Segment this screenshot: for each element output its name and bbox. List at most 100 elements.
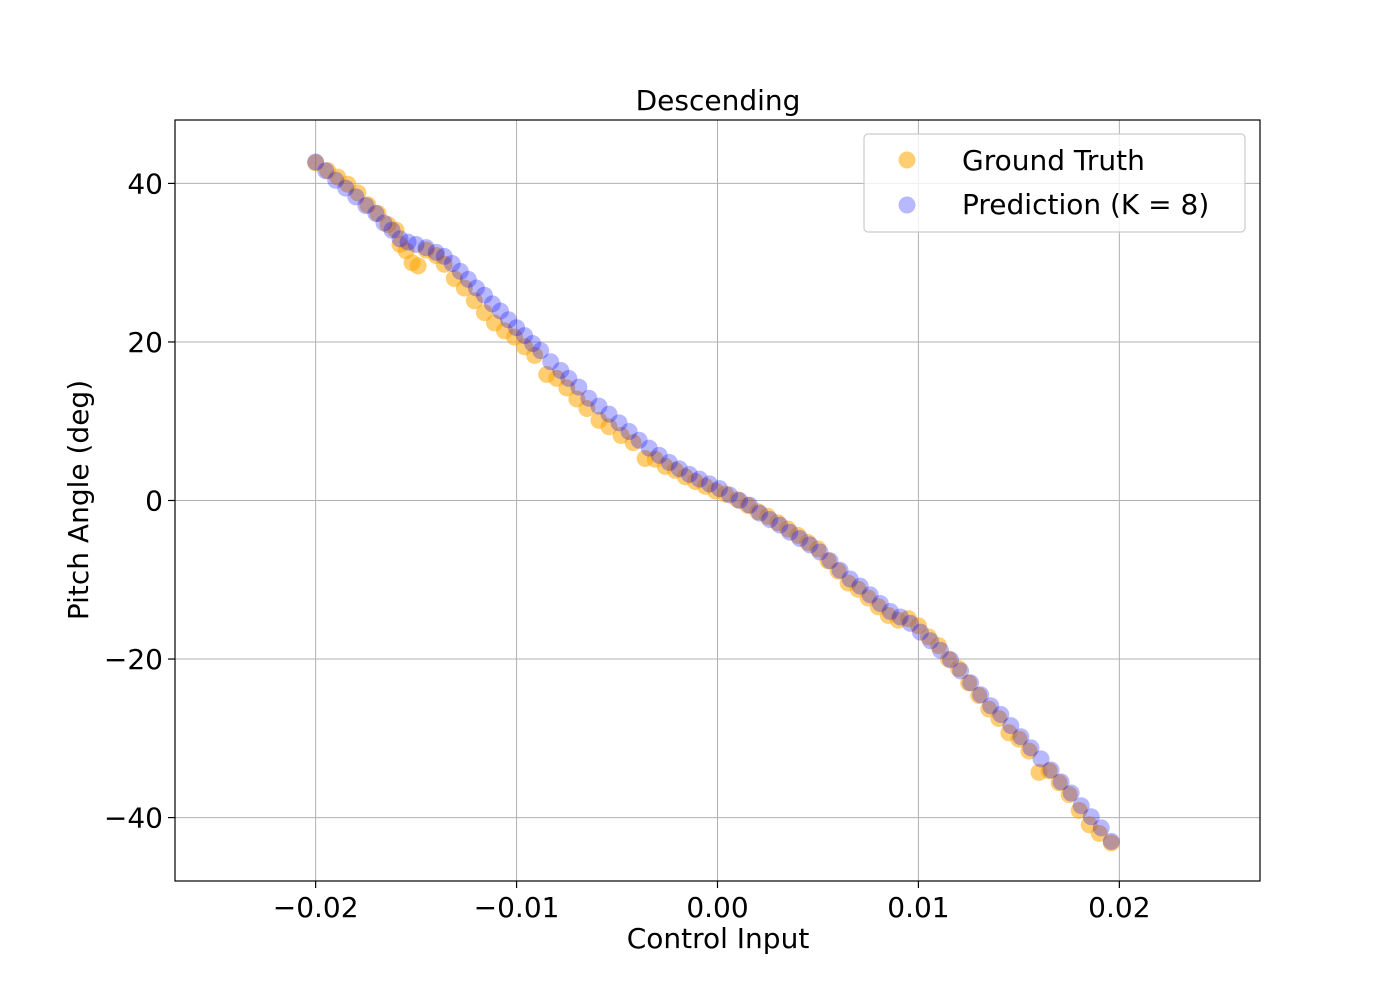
prediction-point xyxy=(560,369,578,387)
ground-truth-point xyxy=(909,617,927,635)
ground-truth-point xyxy=(600,418,618,436)
prediction-point xyxy=(307,153,325,171)
ground-truth-point xyxy=(809,540,827,558)
prediction-point xyxy=(751,504,769,522)
prediction-point xyxy=(721,486,739,504)
prediction-point xyxy=(1092,819,1110,837)
ground-truth-point xyxy=(578,400,596,418)
prediction-point xyxy=(516,327,534,345)
prediction-point xyxy=(932,641,950,659)
legend-label-ground-truth: Ground Truth xyxy=(962,144,1145,177)
prediction-point xyxy=(901,614,919,632)
legend-box xyxy=(863,133,1246,233)
legend-marker-prediction xyxy=(898,196,916,214)
prediction-point xyxy=(801,536,819,554)
prediction-point xyxy=(570,378,588,396)
prediction-point xyxy=(741,496,759,514)
ground-truth-point xyxy=(960,674,978,692)
x-tick-label: −0.01 xyxy=(474,891,560,924)
prediction-point xyxy=(630,431,648,449)
prediction-point xyxy=(1102,832,1120,850)
ground-truth-point xyxy=(950,660,968,678)
prediction-point xyxy=(600,405,618,423)
prediction-point xyxy=(459,270,477,288)
prediction-point xyxy=(610,414,628,432)
legend-marker-ground-truth xyxy=(898,151,916,169)
prediction-point xyxy=(580,389,598,407)
y-tick-label: −40 xyxy=(104,802,163,835)
prediction-point xyxy=(327,171,345,189)
ground-truth-point xyxy=(1010,730,1028,748)
prediction-point xyxy=(731,492,749,509)
ground-truth-point xyxy=(387,221,405,239)
prediction-point xyxy=(1052,773,1070,791)
data-points xyxy=(307,153,1120,852)
prediction-point xyxy=(552,361,570,379)
prediction-point xyxy=(851,577,869,595)
ground-truth-point xyxy=(1040,762,1058,780)
prediction-point xyxy=(500,311,518,329)
ground-truth-point xyxy=(624,434,642,452)
prediction-point xyxy=(620,423,638,441)
prediction-point xyxy=(670,460,688,478)
prediction-point xyxy=(492,302,509,320)
prediction-point xyxy=(375,214,393,232)
prediction-point xyxy=(1032,750,1050,768)
prediction-point xyxy=(711,480,729,498)
prediction-point xyxy=(811,543,829,561)
prediction-point xyxy=(911,623,929,641)
prediction-point xyxy=(399,233,417,251)
x-tick-label: −0.02 xyxy=(273,891,359,924)
prediction-point xyxy=(1072,797,1090,815)
chart-title: Descending xyxy=(636,84,801,117)
prediction-point xyxy=(992,706,1010,724)
prediction-point xyxy=(443,254,461,272)
prediction-point xyxy=(1002,717,1020,735)
prediction-point xyxy=(1022,739,1040,757)
prediction-point xyxy=(891,608,909,626)
y-tick-label: 40 xyxy=(127,167,163,200)
ground-truth-point xyxy=(1050,774,1068,792)
y-axis-label: Pitch Angle (deg) xyxy=(62,380,95,620)
prediction-point xyxy=(337,179,355,197)
x-axis-label: Control Input xyxy=(627,922,810,955)
ground-truth-point xyxy=(970,687,988,705)
prediction-point xyxy=(1042,761,1060,779)
ground-truth-point xyxy=(526,346,544,364)
prediction-point xyxy=(383,221,401,239)
prediction-point xyxy=(542,353,560,371)
ground-truth-point xyxy=(990,709,1008,727)
prediction-point xyxy=(821,552,839,570)
prediction-point xyxy=(590,397,608,415)
prediction-point xyxy=(508,319,526,337)
ground-truth-point xyxy=(1060,786,1078,804)
ground-truth-point xyxy=(558,379,576,397)
ground-truth-point xyxy=(307,154,325,172)
prediction-point xyxy=(524,335,542,353)
x-tick-label: 0.02 xyxy=(1088,891,1150,924)
ground-truth-point xyxy=(930,637,948,655)
prediction-point xyxy=(391,230,409,248)
prediction-point xyxy=(921,632,939,650)
prediction-point xyxy=(467,279,485,297)
ground-truth-point xyxy=(369,205,387,223)
prediction-point xyxy=(700,475,718,493)
legend: Ground Truth Prediction (K = 8) xyxy=(863,133,1246,233)
prediction-point xyxy=(451,262,469,280)
prediction-point xyxy=(475,286,493,304)
prediction-point xyxy=(871,595,889,613)
prediction-point xyxy=(881,602,899,620)
ground-truth-point xyxy=(455,279,473,297)
ground-truth-point xyxy=(1102,834,1120,852)
prediction-point xyxy=(791,530,809,548)
prediction-point xyxy=(962,674,980,692)
prediction-point xyxy=(417,239,435,257)
prediction-point xyxy=(781,523,799,541)
prediction-point xyxy=(841,570,859,588)
ground-truth-point xyxy=(829,562,847,580)
prediction-point xyxy=(650,446,668,464)
prediction-point xyxy=(982,697,1000,715)
prediction-point xyxy=(1062,784,1080,802)
prediction-point xyxy=(1012,728,1030,746)
